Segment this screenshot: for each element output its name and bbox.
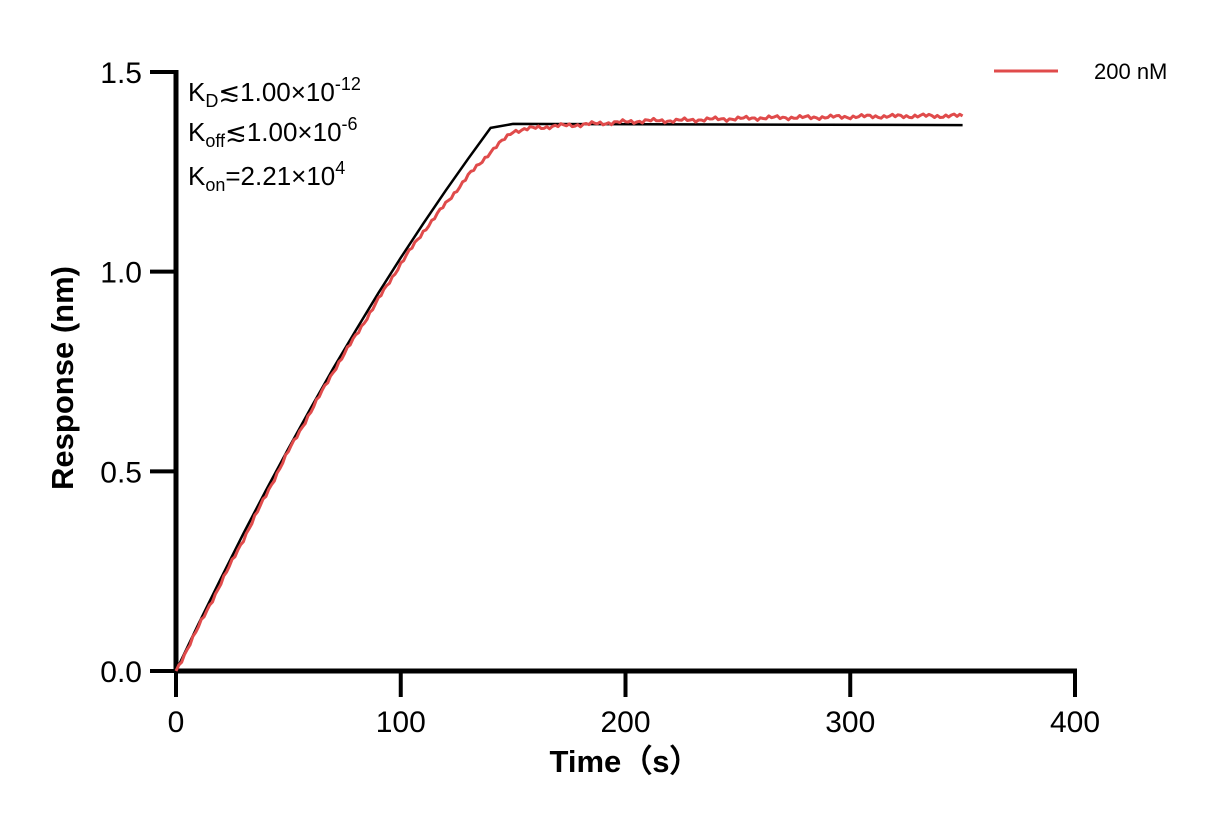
x-tick-label: 200	[600, 706, 650, 739]
kon-exponent: 4	[335, 158, 345, 178]
x-axis-title: Time（s）	[549, 744, 700, 779]
y-axis-ticks: 0.0 0.5 1.0 1.5	[100, 57, 176, 689]
koff-annotation: Koff≲1.00×10-6	[188, 114, 358, 151]
legend-label-200nm: 200 nM	[1094, 59, 1167, 84]
kon-annotation: Kon=2.21×104	[188, 158, 345, 195]
x-axis-ticks: 0 100 200 300 400	[168, 671, 1100, 739]
y-tick-label: 1.0	[100, 257, 142, 290]
series-line-fit	[174, 122, 963, 672]
x-tick-label: 0	[168, 706, 185, 739]
x-tick-label: 300	[825, 706, 875, 739]
kon-subscript: on	[205, 175, 225, 195]
koff-exponent: -6	[342, 114, 358, 134]
kd-value: ≲1.00×10	[218, 77, 335, 107]
kd-subscript: D	[205, 91, 218, 111]
series-line-200nm	[174, 112, 964, 672]
koff-value: ≲1.00×10	[225, 117, 342, 147]
x-tick-label: 100	[376, 706, 426, 739]
koff-letter: K	[188, 117, 206, 147]
kd-exponent: -12	[335, 74, 361, 94]
y-tick-label: 0.5	[100, 456, 142, 489]
y-tick-label: 1.5	[100, 57, 142, 90]
y-axis-title: Response (nm)	[45, 266, 80, 490]
legend: 200 nM	[994, 59, 1167, 84]
kon-letter: K	[188, 161, 206, 191]
series-group	[174, 112, 964, 672]
kon-value: =2.21×10	[225, 161, 335, 191]
kd-letter: K	[188, 77, 206, 107]
kd-annotation: KD≲1.00×10-12	[188, 74, 361, 111]
y-tick-label: 0.0	[100, 656, 142, 689]
x-tick-label: 400	[1050, 706, 1100, 739]
koff-subscript: off	[205, 131, 226, 151]
